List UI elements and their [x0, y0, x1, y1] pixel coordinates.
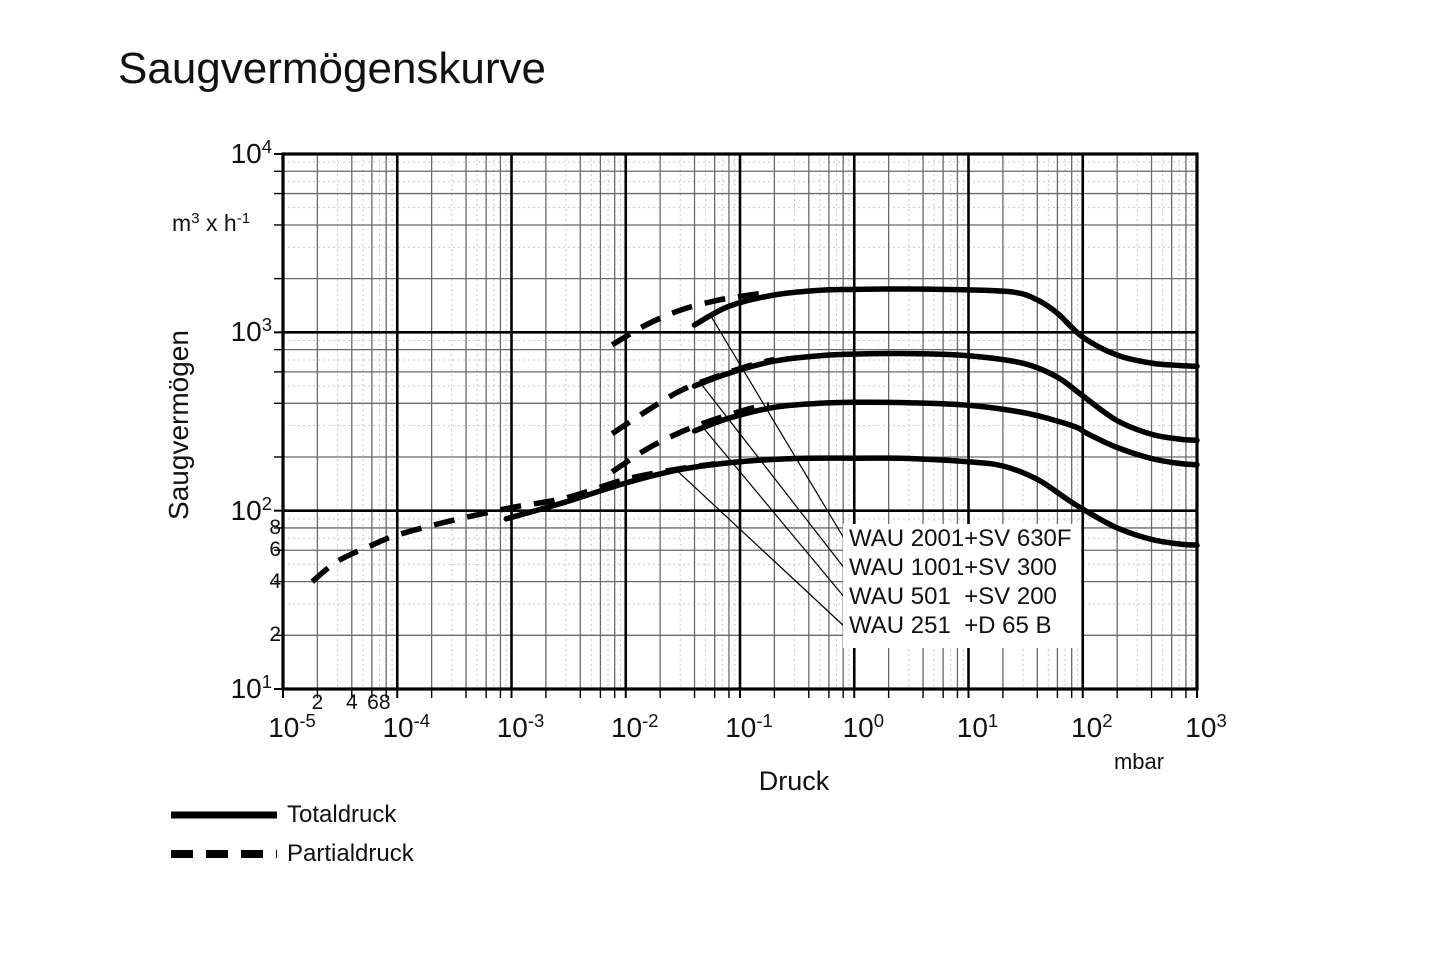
curve-totaldruck — [691, 286, 1200, 370]
curve-leader-line — [699, 382, 846, 570]
y-axis-unit: m3 x h-1 — [172, 210, 250, 237]
y-minor-tick-label-2: 2 — [269, 623, 281, 647]
legend-row-partialdruck: Partialdruck — [170, 840, 414, 867]
y-axis-unit-exponent-2: -1 — [236, 209, 251, 227]
curve-partialdruck — [610, 356, 776, 437]
curve-label-wau-501: WAU 501 +SV 200 — [849, 583, 1057, 610]
x-tick-label-10e2: 102 — [1071, 709, 1113, 743]
x-tick-label-10e-1: 10-1 — [725, 709, 773, 743]
x-minor-tick-label-68: 68 — [367, 691, 391, 714]
x-axis-unit-label: mbar — [1113, 749, 1165, 774]
legend-solid-line-sample — [171, 811, 277, 819]
curve-leader-line — [676, 470, 846, 628]
curve-totaldruck — [691, 399, 1200, 468]
chart-title: Saugvermögenskurve — [118, 44, 547, 93]
y-axis-unit-exponent: 3 — [191, 209, 200, 227]
curve-totaldruck — [503, 455, 1200, 548]
curve-leader-line — [701, 425, 846, 599]
x-minor-tick-label-2: 2 — [311, 691, 324, 714]
x-tick-label-10e-3: 10-3 — [496, 709, 545, 743]
legend-dashed-line-sample — [171, 850, 277, 858]
legend-row-totaldruck: Totaldruck — [170, 801, 397, 828]
y-tick-label-10e2: 102 — [230, 492, 272, 526]
y-axis-unit-mid: x h — [199, 210, 237, 236]
y-tick-label-10e4: 104 — [230, 135, 272, 169]
curve-partialdruck — [310, 461, 716, 584]
curve-label-box: WAU 2001+SV 630F WAU 1001+SV 300 WAU 501… — [843, 524, 1081, 648]
x-axis-title: Druck — [758, 766, 830, 796]
legend-label-partialdruck: Partialdruck — [287, 840, 414, 867]
curve-partialdruck — [610, 402, 770, 475]
curve-label-wau-251: WAU 251 +D 65 B — [849, 612, 1052, 639]
curve-leader-line — [709, 314, 846, 541]
x-tick-label-10e3: 103 — [1185, 709, 1227, 743]
curve-label-wau-2001: WAU 2001+SV 630F — [849, 525, 1072, 552]
x-minor-tick-label-4: 4 — [345, 691, 358, 714]
y-minor-tick-label-6: 6 — [269, 538, 281, 562]
y-minor-tick-label-4: 4 — [269, 569, 281, 593]
y-axis-title: Saugvermögen — [163, 330, 194, 520]
x-tick-label-10e-5: 10-5 — [268, 709, 316, 743]
legend-label-totaldruck: Totaldruck — [287, 801, 397, 828]
curve-label-wau-1001: WAU 1001+SV 300 — [849, 554, 1057, 581]
x-tick-label-10e0: 100 — [842, 709, 884, 743]
x-tick-label-10e-2: 10-2 — [610, 709, 659, 743]
curve-partialdruck — [610, 290, 764, 348]
x-tick-label-10e1: 101 — [956, 709, 999, 743]
y-axis-unit-base: m — [172, 210, 192, 236]
y-tick-label-10e1: 101 — [230, 670, 272, 704]
y-minor-tick-label-8: 8 — [269, 515, 281, 539]
x-tick-label-10e-4: 10-4 — [382, 709, 431, 743]
curve-totaldruck — [691, 350, 1200, 444]
y-tick-label-10e3: 103 — [230, 314, 272, 348]
plot-border — [281, 152, 1199, 691]
